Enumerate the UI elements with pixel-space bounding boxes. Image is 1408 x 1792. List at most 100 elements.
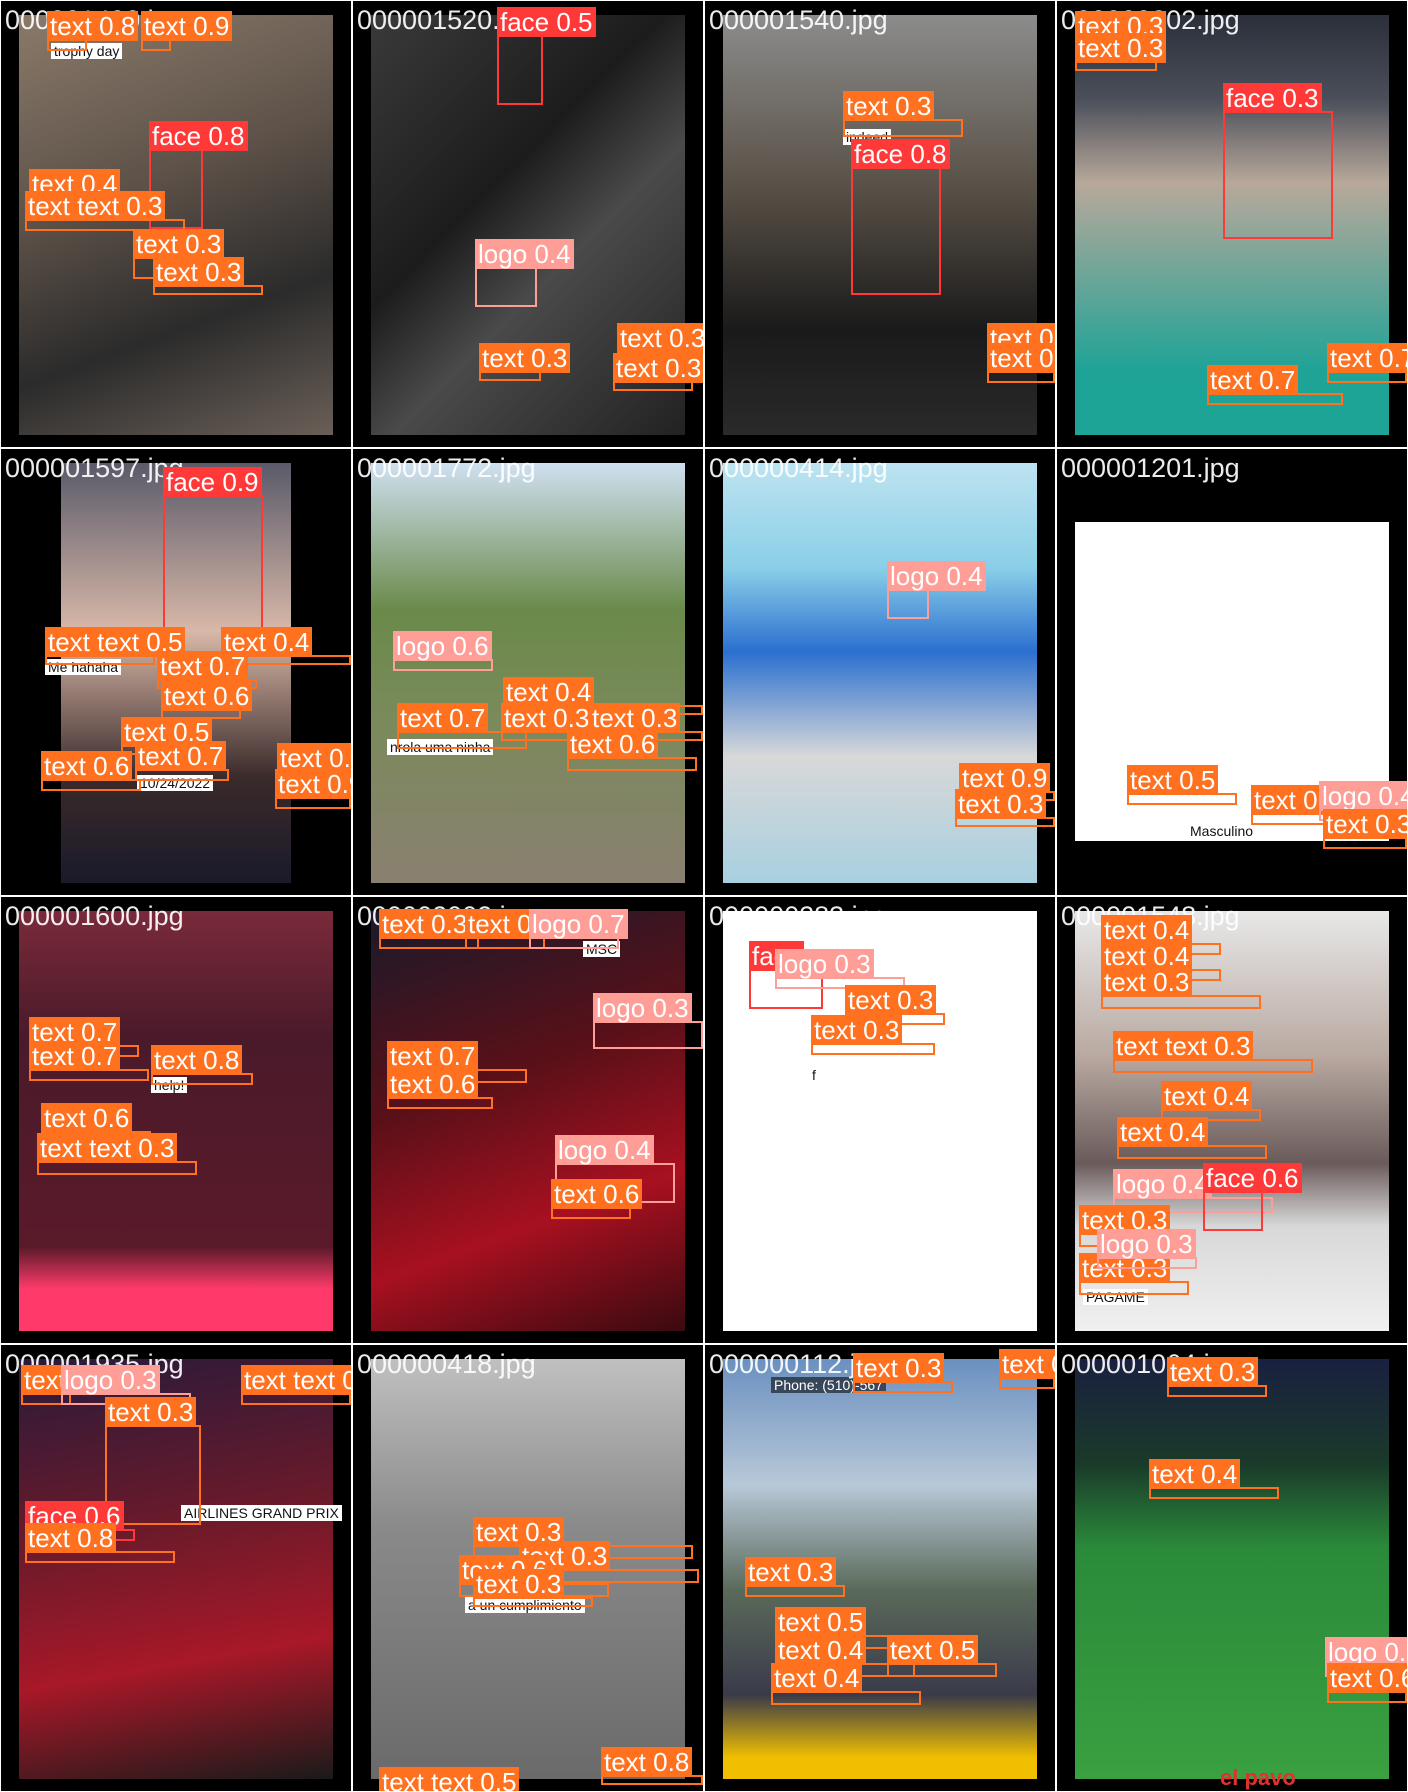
detection-label: text 0.5	[465, 909, 557, 939]
detection-label: logo 0.6	[1325, 1637, 1407, 1667]
text-detection-box: text 0.6	[567, 729, 697, 771]
text-detection-box: text 0.7	[397, 703, 527, 749]
text-detection-box: text 0.5	[1127, 765, 1237, 805]
photo	[19, 1359, 333, 1779]
detection-label: logo 0.4	[475, 239, 574, 269]
logo-detection-box: logo 0.3	[1097, 1229, 1197, 1269]
image-cell: 000000418.jpg a un cumplimiento text 0.3 te…	[352, 1344, 704, 1792]
text-detection-box: text 0.9	[275, 769, 351, 809]
detection-label: logo 0.7	[529, 909, 628, 939]
image-cell: 000001520.jpg face 0.5 logo 0.4 text 0.3 tex…	[352, 0, 704, 448]
text-detection-box: text 0.5	[887, 1635, 997, 1677]
detection-label: text 0.6	[1327, 1663, 1407, 1693]
text-detection-box: text 0.3	[479, 343, 571, 381]
overlay-caption: Masculino	[1187, 823, 1257, 839]
detection-label: text 0.3	[617, 323, 703, 353]
detection-label: text 0.9	[141, 11, 233, 41]
detection-label: text 0.3	[379, 909, 471, 939]
logo-detection-box: logo 0.4	[1113, 1169, 1273, 1213]
text-detection-box: text 0.4	[1161, 1081, 1261, 1121]
detection-label: text 0.3	[843, 91, 935, 121]
logo-detection-box: logo 0.6	[393, 631, 493, 671]
photo	[371, 911, 685, 1331]
text-detection-box: text text 0.5	[45, 627, 186, 665]
detection-label: text 0.6	[41, 751, 133, 781]
text-detection-box: text 0.3	[473, 1569, 593, 1607]
detection-label: text 0.6	[551, 1179, 643, 1209]
detection-label: text 0.7	[1207, 365, 1299, 395]
text-detection-box: text 0.6	[551, 1179, 643, 1219]
text-detection-box: text text 0.3	[1113, 1031, 1313, 1073]
image-cell: 000000112.jpg Phone: (510)-567 text 0.3 tex…	[704, 1344, 1056, 1792]
detection-label: text 0.7	[397, 703, 489, 733]
detection-label: text 0.8	[151, 1045, 243, 1075]
detection-label: text 0.9	[959, 763, 1051, 793]
detection-label: text 0.3	[153, 257, 245, 287]
photo	[723, 15, 1037, 435]
detection-label: text text 0.3	[241, 1365, 351, 1395]
detection-label: text 0.3	[1323, 809, 1407, 839]
text-detection-box: text text 0.3	[241, 1365, 351, 1405]
filename: 000001597.jpg	[5, 453, 184, 483]
text-detection-box: text 0.3	[153, 257, 263, 295]
text-detection-box: text 0.7	[1327, 343, 1407, 383]
text-detection-box: text 0.9	[141, 11, 233, 51]
detection-label: text 0.4	[1101, 915, 1193, 945]
face-detection-box: face 0.9	[163, 467, 263, 653]
text-detection-box: text 0.4	[1117, 1117, 1267, 1159]
detection-label: text 0.5	[887, 1635, 979, 1665]
detection-label: face 0.8	[851, 139, 950, 169]
text-detection-box: text 0.7	[157, 651, 257, 689]
face-detection-box: face 0.5	[497, 7, 596, 105]
detection-label: text 0.4	[1117, 1117, 1209, 1147]
detection-label: logo 0.3	[775, 949, 874, 979]
filename: 000001540.jpg	[709, 5, 888, 35]
logo-detection-box: logo 0.7	[529, 909, 628, 949]
image-cell: 000001600.jpg help! text 0.7 text 0.7 text 0…	[0, 896, 352, 1344]
detection-label: text 0.3	[1167, 1357, 1259, 1387]
filename: 000000283.jpg	[709, 901, 888, 931]
detection-label: text 0.3	[589, 703, 681, 733]
logo-detection-box: logo 0.3	[61, 1365, 191, 1405]
text-detection-box: text 0.7	[135, 741, 229, 781]
detection-label: text text 0.3	[37, 1133, 178, 1163]
detection-label: logo 0.4	[1113, 1169, 1212, 1199]
logo-detection-box: logo 0.3	[593, 993, 703, 1049]
text-detection-box: text 0.3	[1079, 1253, 1189, 1295]
detection-label: text 0.3	[845, 985, 937, 1015]
detection-label: logo 0.6	[393, 631, 492, 661]
detection-label: text 0.5	[1127, 765, 1219, 795]
logo-detection-box: logo 0.4	[475, 239, 574, 307]
face-detection-box: face 0.8	[149, 121, 248, 229]
text-detection-box: text 0.6	[41, 751, 141, 791]
image-cell: 000001597.jpg Me hahaha 10/24/2022 face 0.9…	[0, 448, 352, 896]
image-cell: 000001772.jpg nrola uma ninha text 0.4 text…	[352, 448, 704, 896]
detection-label: text 0.3	[811, 1015, 903, 1045]
detection-label: text 0.6	[567, 729, 659, 759]
text-detection-box: text 0.7	[987, 343, 1055, 383]
detection-label: text 0.7	[1327, 343, 1407, 373]
detection-label: face 0.8	[149, 121, 248, 151]
detection-label: logo 0.3	[593, 993, 692, 1023]
detection-label: face 0.6	[1203, 1163, 1302, 1193]
detection-label: text 0.7	[135, 741, 227, 771]
overlay-caption: help!	[151, 1077, 188, 1093]
filename: 000000418.jpg	[357, 1349, 536, 1379]
detection-label: text 0.8	[277, 743, 351, 773]
detection-label: text 0.5	[775, 1607, 867, 1637]
detection-label: text 0.7	[157, 651, 249, 681]
overlay-caption: f	[809, 1067, 819, 1083]
text-detection-box: text 0.3	[617, 323, 703, 363]
detection-label: text 0.3	[955, 789, 1047, 819]
detection-label: text 0.4	[1101, 941, 1193, 971]
detection-label: text 0.5	[999, 1349, 1055, 1379]
detection-label: text 0.7	[29, 1041, 121, 1071]
image-cell: 000000414.jpg logo 0.4 text 0.9 text 0.3	[704, 448, 1056, 896]
detection-label: text 0.3	[853, 1353, 945, 1383]
detection-label: text 0.3	[745, 1557, 837, 1587]
text-detection-box: text 0.4	[771, 1663, 921, 1705]
logo-detection-box: logo 0.3	[775, 949, 905, 989]
detection-label: text text 0.3	[25, 191, 166, 221]
